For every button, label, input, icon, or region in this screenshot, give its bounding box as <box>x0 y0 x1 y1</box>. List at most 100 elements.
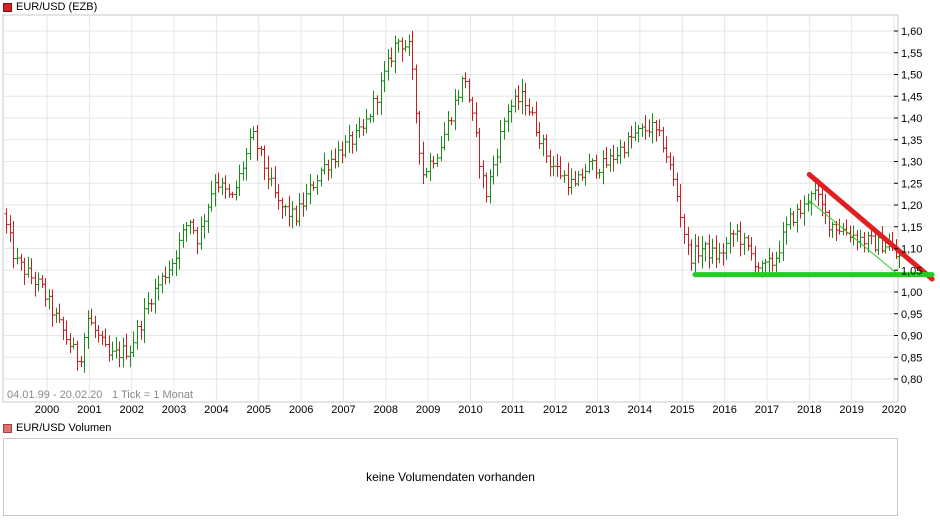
ohlc-bar <box>682 213 687 244</box>
ohlc-bar <box>629 125 634 149</box>
ohlc-bar <box>311 181 316 191</box>
x-axis: 2000 2001 2002 2003 2004 2005 2006 2007 2008 2009… <box>35 404 906 416</box>
ohlc-bar <box>583 164 588 186</box>
ohlc-bar <box>562 170 567 183</box>
ohlc-bar <box>43 277 48 307</box>
ohlc-bar <box>149 298 154 312</box>
ohlc-bar <box>184 221 189 242</box>
ohlc-bar <box>191 218 196 235</box>
ohlc-bar <box>516 85 521 110</box>
ohlc-bar <box>350 131 355 154</box>
x-tick-label: 2015 <box>670 404 694 416</box>
ohlc-bar <box>477 128 482 179</box>
ohlc-bar <box>36 272 41 292</box>
ohlc-bar <box>209 180 214 212</box>
ohlc-bar <box>177 232 182 270</box>
ohlc-bar <box>791 210 796 227</box>
ohlc-bar <box>830 221 835 238</box>
x-tick-label: 2017 <box>755 404 779 416</box>
ohlc-bar <box>103 328 108 347</box>
x-tick-label: 2005 <box>247 404 271 416</box>
ohlc-bar <box>664 136 669 164</box>
ohlc-bar <box>251 126 256 141</box>
ohlc-bar <box>590 158 595 171</box>
volume-legend-swatch <box>3 423 12 433</box>
ohlc-bar <box>544 134 549 163</box>
ohlc-bar <box>382 61 387 93</box>
ohlc-bar <box>375 95 380 116</box>
y-tick-label: 1,05 <box>901 265 922 277</box>
ohlc-bar <box>216 172 221 193</box>
ohlc-bar <box>156 275 161 301</box>
ohlc-bar <box>357 117 362 138</box>
volume-legend: EUR/USD Volumen <box>3 421 111 435</box>
price-legend-swatch <box>3 2 12 12</box>
ohlc-bars <box>4 30 902 373</box>
x-tick-label: 2013 <box>585 404 609 416</box>
y-tick-label: 1,10 <box>901 244 922 256</box>
y-tick-label: 1,55 <box>901 48 922 60</box>
y-tick-label: 1,25 <box>901 178 922 190</box>
ohlc-bar <box>678 184 683 228</box>
plot-frame <box>2 14 899 403</box>
ohlc-bar <box>82 332 87 373</box>
ohlc-bar <box>650 113 655 144</box>
ohlc-bar <box>502 117 507 140</box>
ohlc-bar <box>64 320 69 345</box>
ohlc-bar <box>657 119 662 137</box>
ohlc-bar <box>710 238 715 264</box>
ohlc-bar <box>689 239 694 271</box>
ohlc-bar <box>170 258 175 276</box>
ohlc-bar <box>823 193 828 225</box>
ohlc-bar <box>195 227 200 255</box>
x-tick-label: 2000 <box>35 404 59 416</box>
ohlc-bar <box>724 236 729 260</box>
ohlc-bar <box>22 257 27 286</box>
ohlc-bar <box>777 240 782 264</box>
ohlc-bar <box>484 172 489 203</box>
ohlc-bar <box>15 247 20 265</box>
ohlc-bar <box>837 218 842 235</box>
tick-interval-text: 1 Tick = 1 Monat <box>112 389 193 401</box>
ohlc-bar <box>336 141 341 168</box>
ohlc-bar <box>442 122 447 151</box>
ohlc-bar <box>364 108 369 134</box>
ohlc-bar <box>537 122 542 150</box>
price-legend-label: EUR/USD (EZB) <box>16 1 98 13</box>
ohlc-bar <box>142 297 147 343</box>
y-axis: 0,80 0,85 0,90 0,95 1,00 1,05 1,10 1,15 1,20 1,25… <box>894 26 922 386</box>
ohlc-bar <box>343 135 348 158</box>
x-tick-label: 2001 <box>77 404 101 416</box>
x-tick-label: 2011 <box>501 404 525 416</box>
ohlc-bar <box>717 242 722 264</box>
x-tick-label: 2007 <box>331 404 355 416</box>
y-tick-label: 1,00 <box>901 287 922 299</box>
ohlc-bar <box>244 148 249 181</box>
ohlc-bar <box>57 303 62 324</box>
ohlc-bar <box>551 155 556 177</box>
price-legend: EUR/USD (EZB) <box>3 0 97 14</box>
ohlc-bar <box>269 167 274 187</box>
x-tick-label: 2012 <box>543 404 567 416</box>
trendline-thin-channel <box>808 200 899 276</box>
ohlc-bar <box>862 231 867 253</box>
ohlc-bar <box>802 195 807 226</box>
ohlc-bar <box>230 191 235 198</box>
ohlc-bar <box>671 156 676 187</box>
ohlc-bar <box>262 145 267 181</box>
x-tick-label: 2008 <box>374 404 398 416</box>
ohlc-bar <box>749 237 754 261</box>
ohlc-bar <box>71 337 76 349</box>
ohlc-bar <box>738 221 743 257</box>
ohlc-bar <box>618 139 623 164</box>
ohlc-bar <box>202 213 207 239</box>
ohlc-bar <box>131 331 136 358</box>
ohlc-bar <box>696 236 701 264</box>
ohlc-bar <box>304 183 309 211</box>
y-tick-label: 1,60 <box>901 26 922 38</box>
ohlc-bar <box>456 89 461 105</box>
x-tick-label: 2018 <box>797 404 821 416</box>
x-tick-label: 2010 <box>458 404 482 416</box>
ohlc-bar <box>763 258 768 273</box>
ohlc-bar <box>703 241 708 262</box>
